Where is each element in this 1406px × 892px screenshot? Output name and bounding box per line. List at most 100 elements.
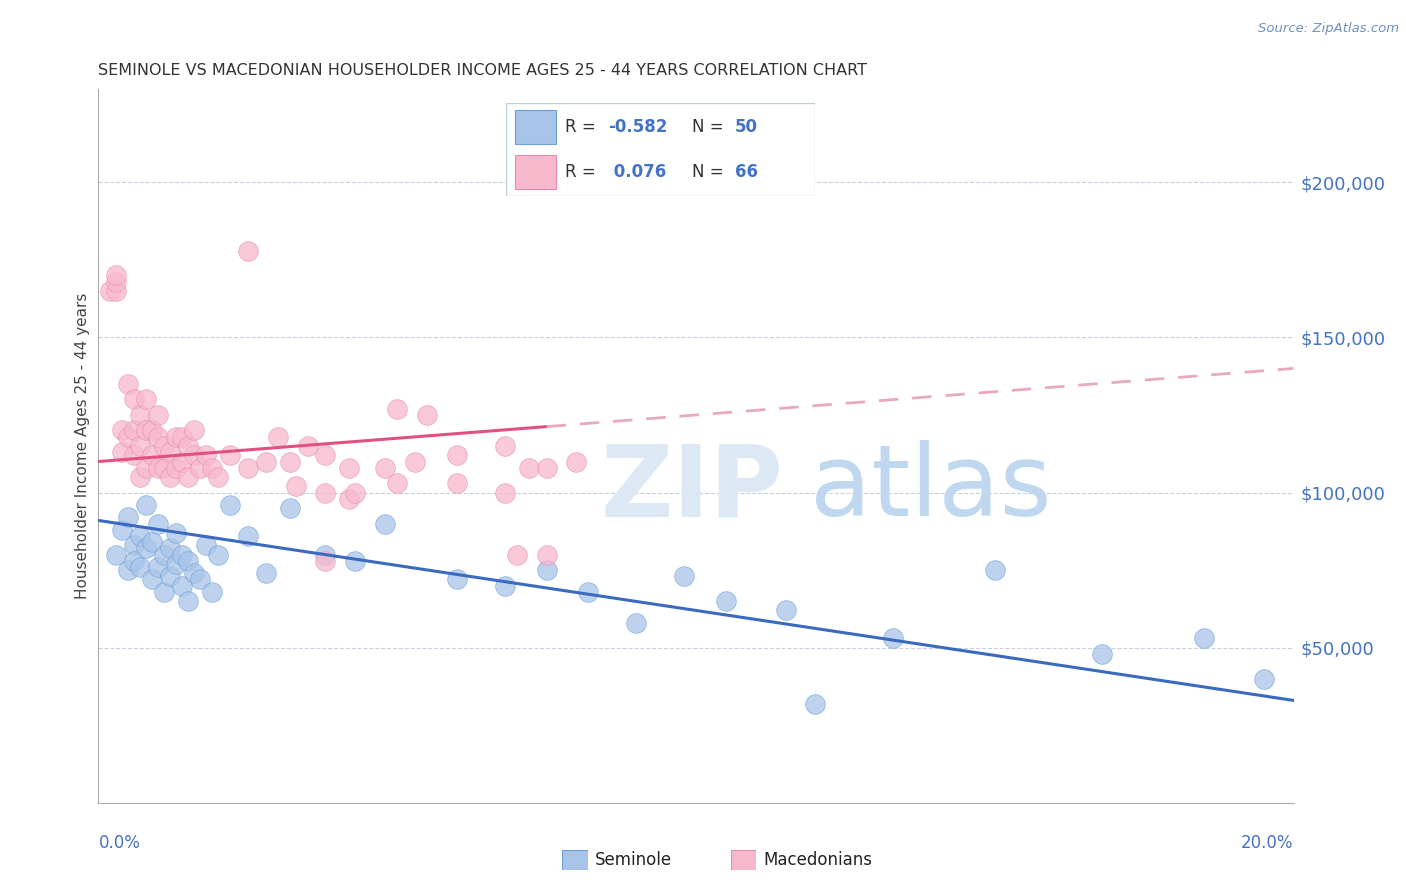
- Point: [278, 454, 301, 468]
- Text: Macedonians: Macedonians: [763, 851, 873, 869]
- Point: [446, 448, 468, 462]
- Text: 66: 66: [735, 163, 758, 181]
- Point: [254, 566, 277, 581]
- Text: 20.0%: 20.0%: [1241, 834, 1294, 852]
- Point: [207, 548, 229, 562]
- Point: [129, 439, 152, 453]
- Point: [159, 470, 181, 484]
- Point: [446, 573, 468, 587]
- Point: [124, 554, 146, 568]
- Point: [374, 460, 396, 475]
- Point: [536, 548, 558, 562]
- Point: [183, 424, 205, 438]
- Point: [165, 430, 187, 444]
- Point: [141, 573, 163, 587]
- Point: [446, 476, 468, 491]
- Point: [207, 470, 229, 484]
- Point: [385, 401, 409, 416]
- Point: [135, 498, 157, 512]
- Point: [494, 485, 516, 500]
- Text: atlas: atlas: [810, 441, 1052, 537]
- Point: [578, 584, 600, 599]
- Text: 0.076: 0.076: [609, 163, 666, 181]
- Point: [517, 460, 540, 475]
- Point: [153, 548, 176, 562]
- Text: 0.0%: 0.0%: [98, 834, 141, 852]
- Point: [195, 448, 218, 462]
- Point: [494, 579, 516, 593]
- Point: [141, 424, 163, 438]
- Point: [404, 454, 426, 468]
- Text: N =: N =: [692, 163, 728, 181]
- Point: [183, 566, 205, 581]
- Point: [129, 408, 152, 422]
- Text: ZIP: ZIP: [600, 441, 783, 537]
- Point: [236, 244, 259, 258]
- Point: [201, 460, 224, 475]
- Point: [100, 284, 122, 298]
- Point: [111, 523, 134, 537]
- Point: [267, 430, 290, 444]
- Point: [297, 439, 319, 453]
- Point: [105, 275, 128, 289]
- Point: [117, 510, 139, 524]
- Point: [105, 268, 128, 283]
- Text: Source: ZipAtlas.com: Source: ZipAtlas.com: [1258, 22, 1399, 36]
- Point: [236, 529, 259, 543]
- Point: [1192, 632, 1215, 646]
- Point: [673, 569, 696, 583]
- Point: [344, 554, 367, 568]
- Point: [141, 448, 163, 462]
- Point: [339, 491, 360, 506]
- Point: [111, 424, 134, 438]
- FancyBboxPatch shape: [506, 103, 815, 196]
- Point: [236, 460, 259, 475]
- Point: [254, 454, 277, 468]
- Point: [148, 560, 170, 574]
- Point: [315, 548, 337, 562]
- Point: [536, 563, 558, 577]
- Point: [159, 569, 181, 583]
- Text: R =: R =: [565, 163, 600, 181]
- Point: [148, 408, 170, 422]
- Point: [165, 460, 187, 475]
- Point: [141, 535, 163, 549]
- Point: [494, 439, 516, 453]
- Point: [135, 392, 157, 407]
- Point: [416, 408, 439, 422]
- Bar: [516, 155, 555, 189]
- Point: [183, 448, 205, 462]
- Point: [153, 460, 176, 475]
- Point: [117, 430, 139, 444]
- Point: [129, 560, 152, 574]
- Point: [385, 476, 409, 491]
- Point: [219, 448, 242, 462]
- Point: [124, 538, 146, 552]
- Point: [148, 460, 170, 475]
- Point: [135, 541, 157, 556]
- Point: [1253, 672, 1275, 686]
- Text: R =: R =: [565, 118, 600, 136]
- Point: [124, 392, 146, 407]
- Point: [165, 525, 187, 540]
- Point: [188, 573, 211, 587]
- Point: [201, 584, 224, 599]
- Point: [188, 460, 211, 475]
- Point: [804, 697, 827, 711]
- Point: [506, 548, 529, 562]
- Point: [1091, 647, 1114, 661]
- Point: [278, 501, 301, 516]
- Bar: [516, 110, 555, 144]
- Point: [284, 479, 307, 493]
- Point: [135, 424, 157, 438]
- Point: [984, 563, 1007, 577]
- Point: [172, 548, 194, 562]
- Point: [344, 485, 367, 500]
- Point: [315, 554, 337, 568]
- Point: [565, 454, 588, 468]
- Point: [172, 430, 194, 444]
- Point: [172, 579, 194, 593]
- Point: [159, 541, 181, 556]
- Point: [172, 454, 194, 468]
- Point: [315, 448, 337, 462]
